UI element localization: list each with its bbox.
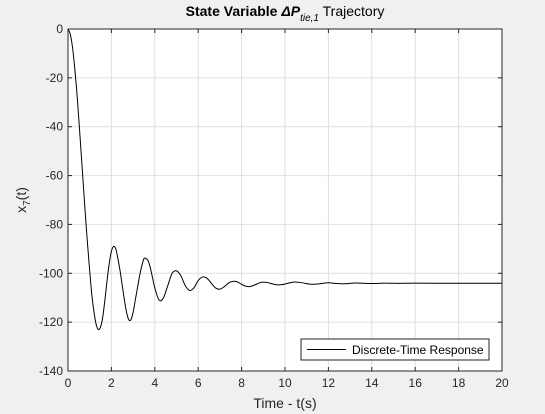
y-tick-label: -80 (46, 217, 64, 231)
x-axis-label: Time - t(s) (253, 395, 316, 411)
legend: Discrete-Time Response (300, 338, 490, 361)
title-suffix: Trajectory (319, 3, 384, 19)
series-group (67, 28, 502, 331)
x-tick-label: 6 (195, 376, 202, 390)
x-tick-label: 16 (409, 376, 423, 390)
y-tick-label: -120 (39, 315, 63, 329)
y-axis-label-subscript: 7 (22, 200, 33, 206)
y-tick-label: -40 (46, 120, 64, 134)
ticks: 0 2 4 6 8 10 12 14 16 18 20 0 -20 -40 -60 -80 -100 -120 -1… (39, 22, 509, 390)
legend-label: Discrete-Time Response (352, 343, 484, 357)
y-tick-label: -20 (46, 71, 64, 85)
x-tick-label: 14 (365, 376, 379, 390)
x-tick-label: 2 (108, 376, 115, 390)
y-tick-label: -60 (46, 169, 64, 183)
x-tick-label: 0 (65, 376, 72, 390)
x-tick-label: 10 (278, 376, 292, 390)
x-tick-label: 18 (452, 376, 466, 390)
x-tick-label: 20 (495, 376, 509, 390)
x-tick-label: 8 (238, 376, 245, 390)
y-tick-label: 0 (56, 22, 63, 36)
title-symbol: ΔP (280, 3, 300, 19)
x-tick-label: 4 (151, 376, 158, 390)
chart-title: State Variable ΔPtie,1 Trajectory (186, 3, 385, 24)
title-prefix: State Variable (186, 3, 282, 19)
y-tick-label: -140 (39, 364, 63, 378)
y-tick-label: -100 (39, 266, 63, 280)
x-tick-label: 12 (322, 376, 336, 390)
y-axis-label: x7(t) (13, 187, 33, 213)
y-axis-label-suffix: (t) (13, 187, 29, 200)
legend-box (300, 338, 490, 361)
title-subscript: tie,1 (300, 13, 319, 24)
series-line-discrete-time-response (67, 28, 502, 331)
y-axis-label-base: x (13, 206, 29, 213)
